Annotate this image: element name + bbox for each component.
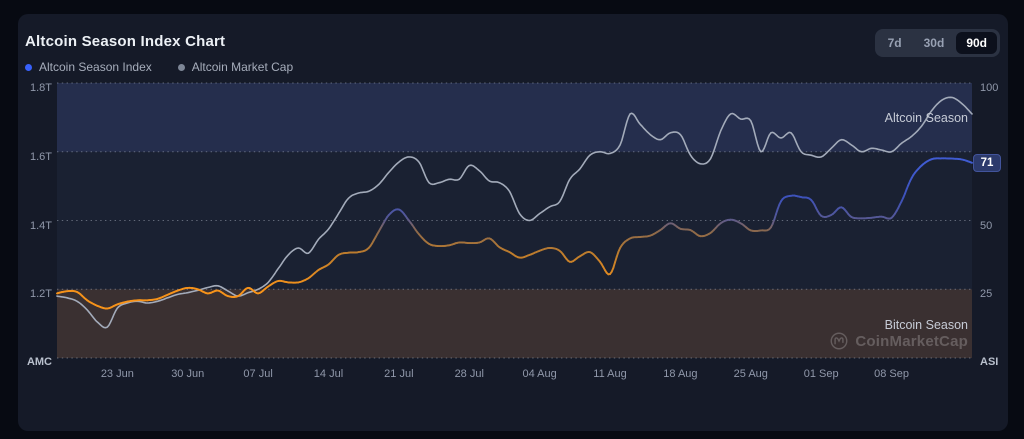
y-axis-left-tick: 1.2T [29,288,52,301]
legend-dot-icon [25,63,32,71]
y-axis-left-tick: 1.4T [29,219,52,232]
page-title: Altcoin Season Index Chart [25,33,226,50]
x-axis-tick: 21 Jul [384,368,414,380]
legend-dot-icon [177,63,185,71]
x-axis-tick: 11 Aug [593,368,627,380]
coinmarketcap-watermark: CoinMarketCap [829,331,968,351]
x-axis-tick: 28 Jul [454,368,484,380]
legend: Altcoin Season Index Altcoin Market Cap [25,60,293,74]
x-axis-tick: 07 Jul [243,368,273,380]
range-button-7d[interactable]: 7d [878,32,912,54]
y-axis-left-tick: 1.8T [29,82,52,94]
x-axis-tick: 25 Aug [733,368,768,380]
left-axis-title: AMC [26,356,52,368]
coinmarketcap-logo-icon [830,332,848,350]
x-axis-tick: 01 Sep [803,368,839,380]
altcoin-market-cap-line [56,96,973,329]
x-axis-tick: 23 Jun [100,368,134,380]
y-axis-right-tick: 100 [980,82,999,94]
watermark-label: CoinMarketCap [855,332,968,350]
legend-item-altcoin-market-cap[interactable]: Altcoin Market Cap [177,60,294,74]
right-axis-title: ASI [980,356,999,368]
range-button-90d[interactable]: 90d [956,32,997,54]
y-axis-right-tick: 50 [980,219,993,232]
x-axis-tick: 30 Jun [171,368,205,380]
bitcoin-season-band [57,289,972,358]
altcoin-season-band-label: Altcoin Season [884,111,968,125]
current-value-badge: 71 [973,153,1001,172]
altcoin-season-index-line [56,157,973,310]
legend-item-label: Altcoin Season Index [39,60,152,74]
x-axis-tick: 04 Aug [522,368,557,380]
x-axis-tick: 14 Jul [313,368,344,380]
legend-item-label: Altcoin Market Cap [191,60,294,74]
y-axis-left-tick: 1.6T [29,150,52,163]
x-axis-tick: 08 Sep [874,368,909,380]
range-button-30d[interactable]: 30d [914,32,955,54]
y-axis-right-tick: 25 [980,288,993,301]
legend-item-altcoin-season-index[interactable]: Altcoin Season Index [25,60,152,74]
bitcoin-season-band-label: Bitcoin Season [884,318,968,332]
x-axis-tick: 18 Aug [663,368,698,380]
range-selector: 7d 30d 90d [874,29,1000,57]
altcoin-season-band [57,83,972,152]
